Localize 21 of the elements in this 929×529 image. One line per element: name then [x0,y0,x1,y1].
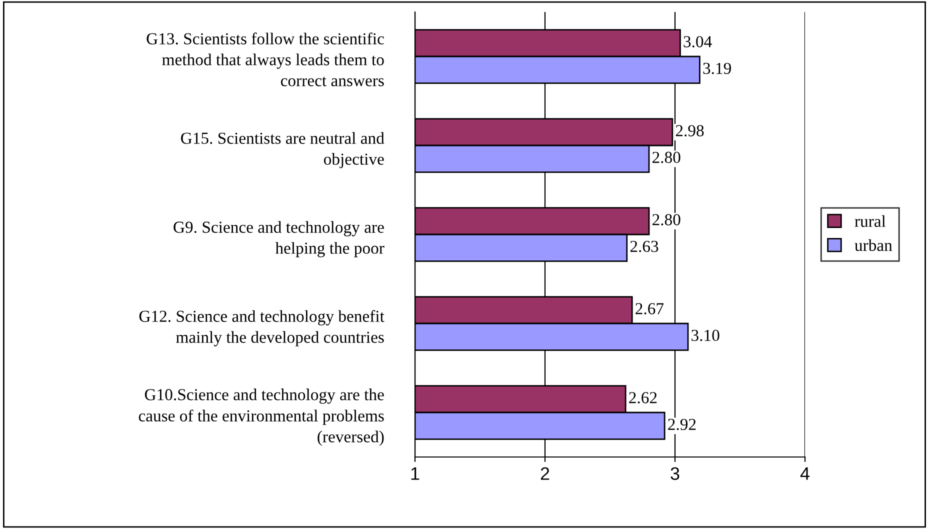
data-label: 3.04 [684,36,712,48]
y-tick-label: G13. Scientists follow the scientific method that always leads them to correct answers [146,32,384,86]
legend-label: urban [854,239,892,251]
x-tick-label: 4 [800,467,810,480]
x-tick-label: 2 [540,467,550,480]
y-tick-label: G10.Science and technology are the cause of the environmental problems (reversed) [138,388,384,446]
y-tick-label: G9. Science and technology are helping the poor [174,221,384,258]
y-tick-label: G12. Science and technology benefit mainly the developed countries [139,310,384,346]
x-tick-label: 1 [411,467,420,480]
x-tick-label: 3 [670,467,680,480]
data-label: 2.80 [652,152,680,164]
data-label: 2.63 [630,240,658,252]
data-label: 3.19 [703,62,731,74]
data-label: 2.62 [629,392,657,404]
y-tick-label: G15. Scientists are neutral and objective [181,132,384,168]
data-label: 3.10 [692,330,720,342]
data-label: 2.92 [668,418,696,430]
data-label: 2.98 [676,125,704,136]
legend-label: rural [854,215,886,227]
data-label: 2.80 [652,214,680,226]
data-label: 2.67 [636,303,664,314]
